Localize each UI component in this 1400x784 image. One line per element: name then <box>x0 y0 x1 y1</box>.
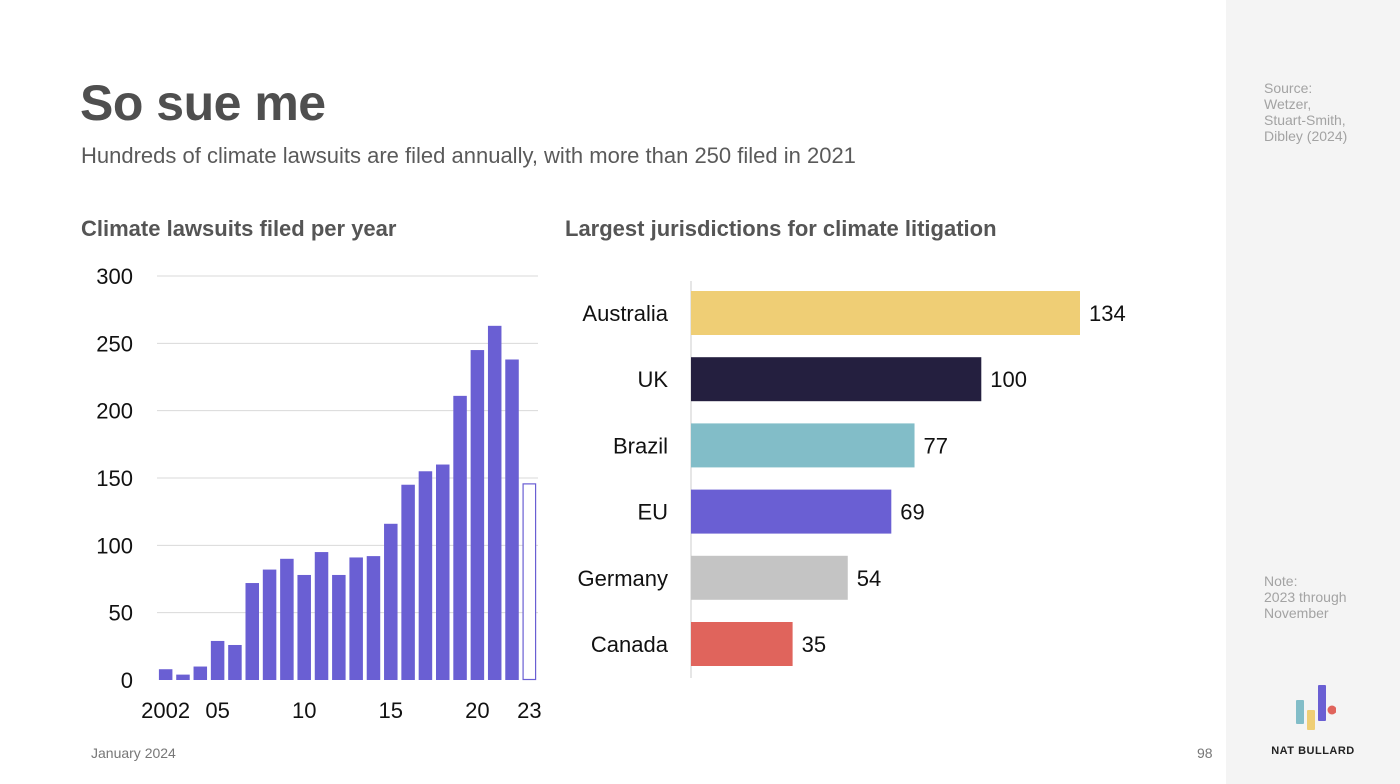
category-label: Germany <box>578 566 668 591</box>
lawsuits-per-year-chart: 0 50 100 150 200 250 300 2002 05 10 15 20 23 <box>96 264 541 723</box>
bar-australia <box>691 291 1080 335</box>
bar-2002 <box>158 669 173 680</box>
bar-2005 <box>210 640 225 680</box>
category-label: Australia <box>582 301 668 326</box>
x-tick-label: 10 <box>292 698 316 723</box>
bar-2019 <box>453 395 467 680</box>
y-tick-label: 300 <box>96 264 133 289</box>
y-tick-label: 150 <box>96 466 133 491</box>
bar-2003 <box>176 674 190 680</box>
footer-date: January 2024 <box>91 745 176 761</box>
category-label: Brazil <box>613 433 668 458</box>
x-tick-label: 2002 <box>141 698 190 723</box>
bar-2016 <box>401 484 415 680</box>
value-label: 77 <box>924 433 948 458</box>
bar-uk <box>691 357 982 402</box>
value-label: 134 <box>1089 301 1126 326</box>
right-chart-title: Largest jurisdictions for climate litiga… <box>565 216 997 241</box>
bar-2009 <box>280 558 294 680</box>
bar-2020 <box>470 350 485 680</box>
footnote: Note: 2023 through November <box>1264 573 1347 621</box>
x-tick-label: 23 <box>517 698 541 723</box>
bar-2006 <box>228 644 242 680</box>
category-label: Canada <box>591 632 669 657</box>
y-tick-label: 200 <box>96 399 133 424</box>
bar-2008 <box>262 569 277 680</box>
bar-2017 <box>418 471 433 680</box>
value-label: 100 <box>990 367 1027 392</box>
x-tick-label: 15 <box>379 698 403 723</box>
bar-2018 <box>435 464 450 680</box>
bar-2007 <box>245 583 260 680</box>
page-title: So sue me <box>80 75 326 131</box>
brand-logo-icon <box>1296 685 1336 730</box>
bar-2012 <box>332 574 346 680</box>
y-tick-label: 100 <box>96 533 133 558</box>
y-tick-label: 0 <box>121 668 133 693</box>
bar-2015 <box>384 523 398 680</box>
value-label: 35 <box>802 632 826 657</box>
bar-2022 <box>505 359 519 680</box>
y-tick-label: 250 <box>96 331 133 356</box>
bar-2021 <box>487 325 502 680</box>
source-note: Source: Wetzer, Stuart-Smith, Dibley (20… <box>1264 80 1348 144</box>
bar-eu <box>691 489 892 534</box>
value-label: 54 <box>857 566 881 591</box>
category-label: EU <box>637 500 668 525</box>
value-label: 69 <box>900 500 924 525</box>
page-subtitle: Hundreds of climate lawsuits are filed a… <box>81 143 856 168</box>
jurisdictions-chart: Australia 134 UK 100 Brazil 77 EU 69 Germany 54 Ca… <box>578 281 1126 678</box>
bar-2004 <box>193 666 208 680</box>
bar-germany <box>691 555 848 600</box>
bar-brazil <box>691 423 915 468</box>
y-tick-label: 50 <box>109 601 133 626</box>
sidebar: Source: Wetzer, Stuart-Smith, Dibley (20… <box>1226 0 1400 784</box>
category-label: UK <box>637 367 668 392</box>
brand-name: NAT BULLARD <box>1271 745 1355 757</box>
bar-2013 <box>349 557 363 680</box>
bar-2023-partial <box>522 483 537 681</box>
x-tick-label: 05 <box>205 698 229 723</box>
x-tick-label: 20 <box>465 698 489 723</box>
bar-2011 <box>314 552 329 680</box>
page-number: 98 <box>1197 745 1213 761</box>
bar-2010 <box>297 574 311 680</box>
left-chart-title: Climate lawsuits filed per year <box>81 216 397 241</box>
bar-2014 <box>366 556 381 680</box>
bar-canada <box>691 622 793 666</box>
